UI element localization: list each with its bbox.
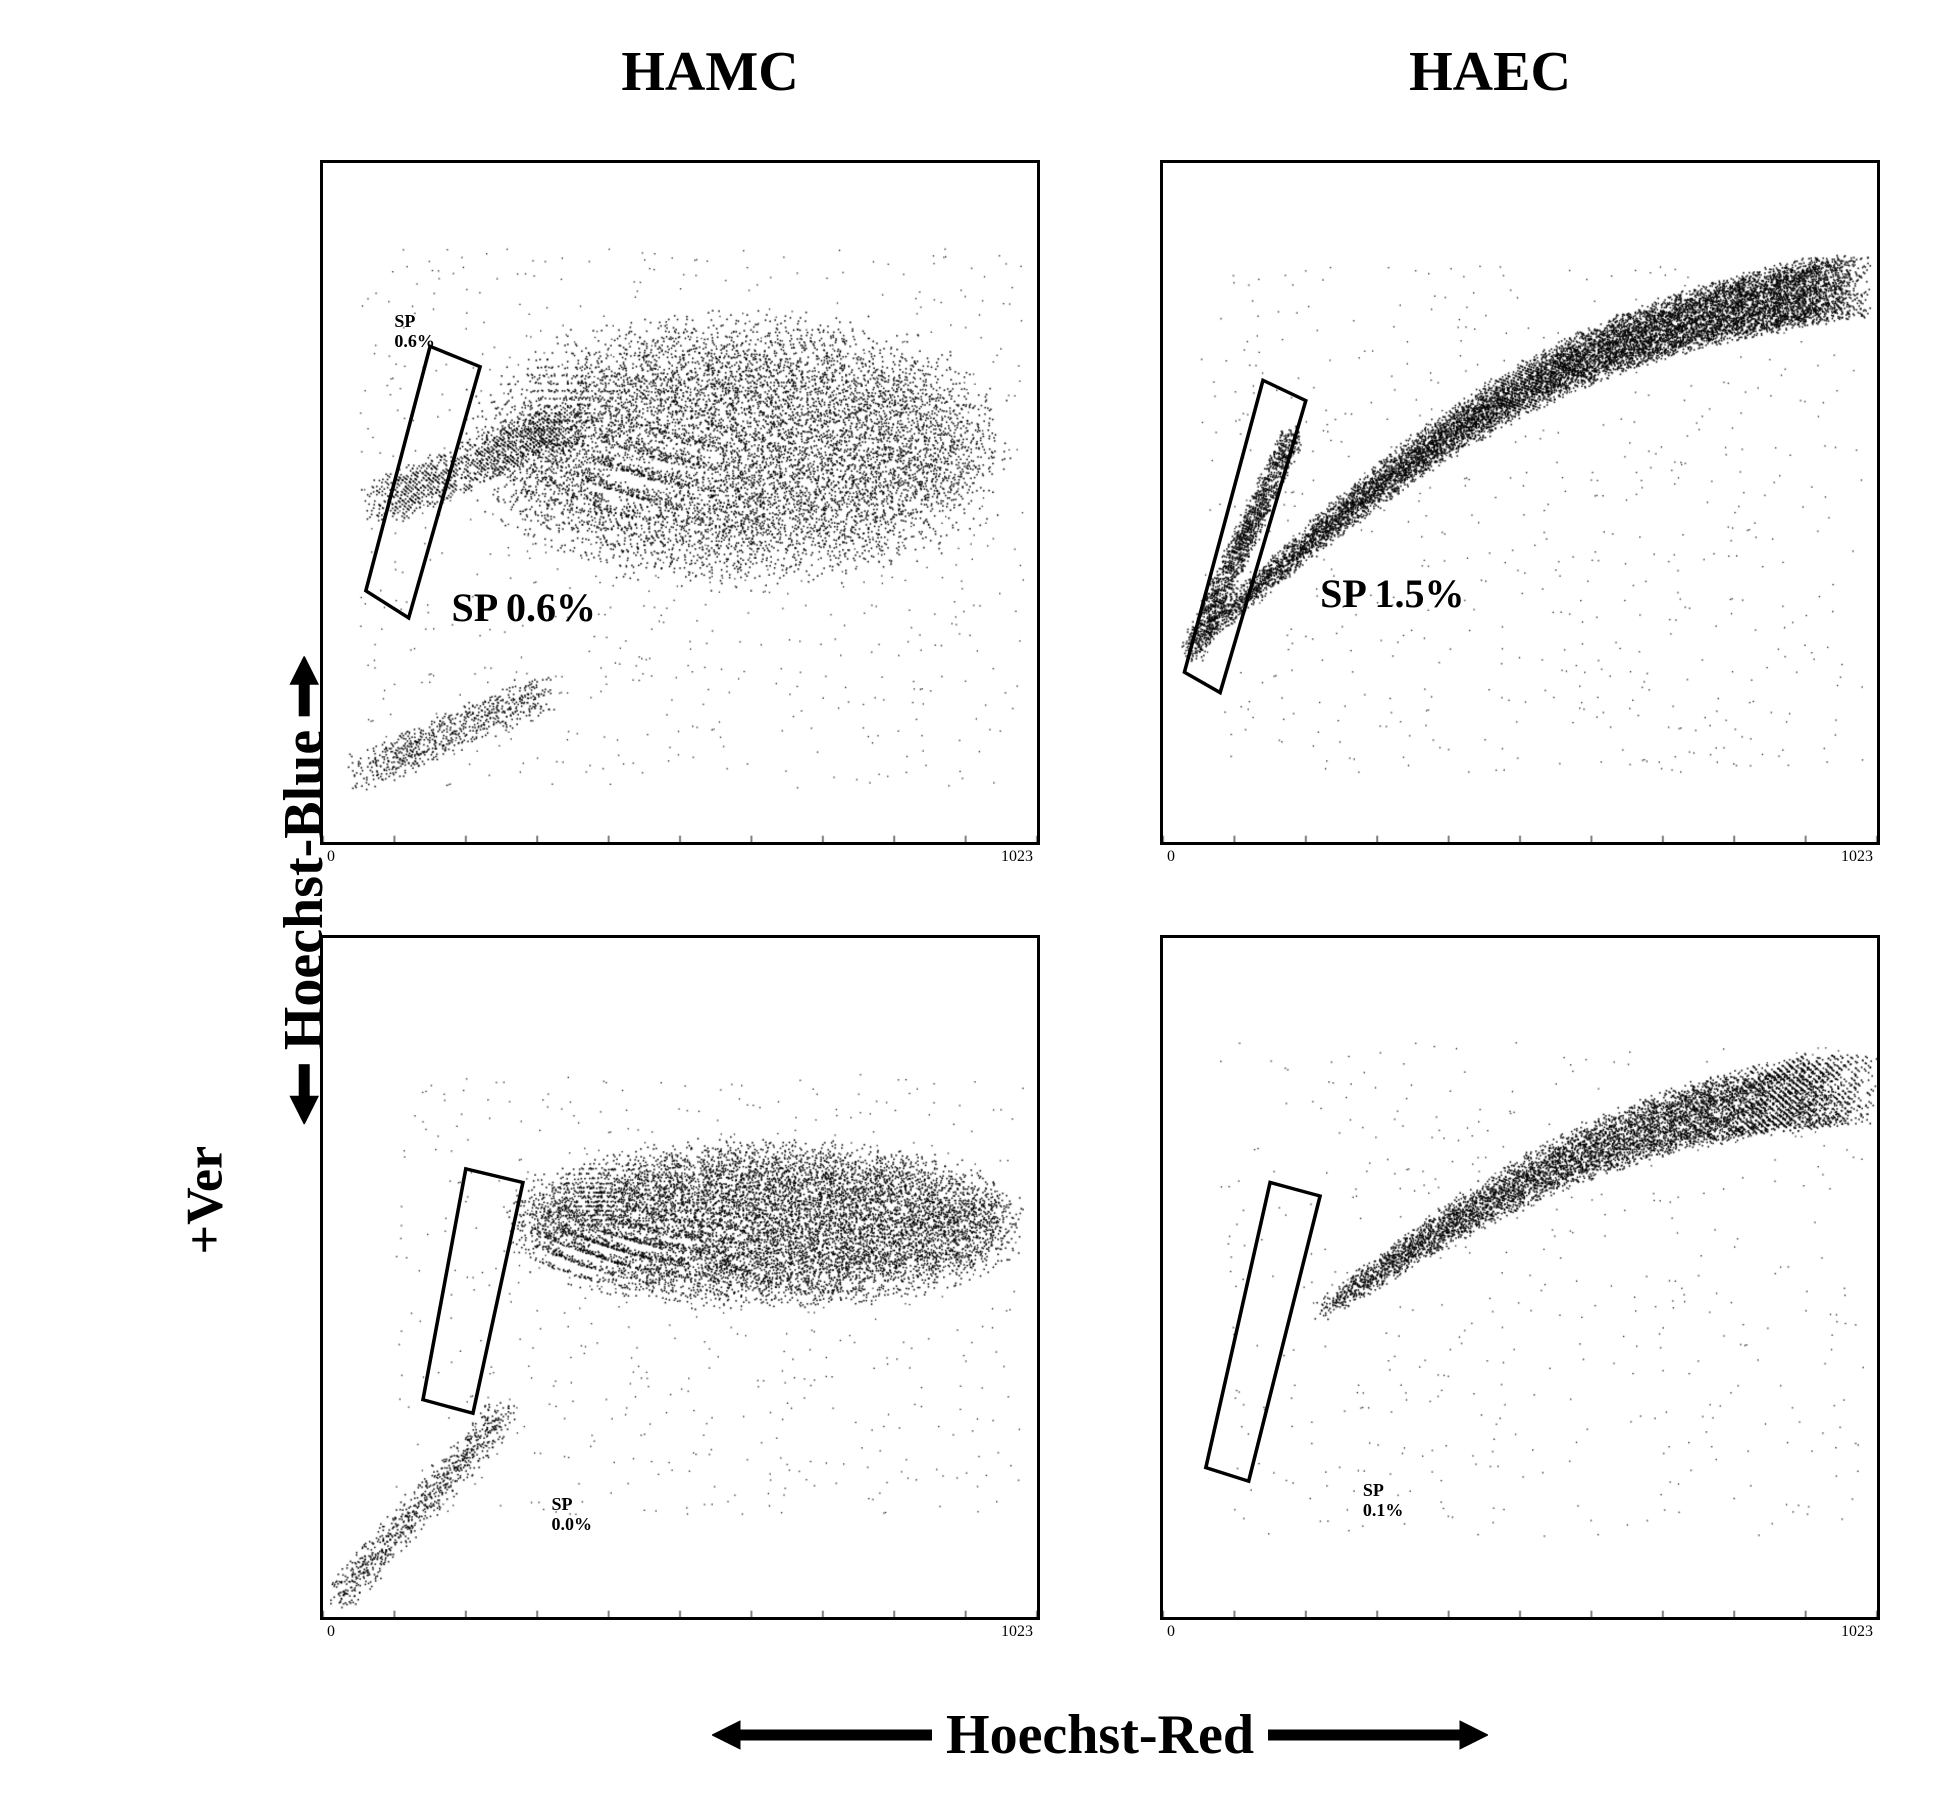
arrow-right-icon [1268,1717,1488,1753]
x-axis-label: Hoechst-Red [320,1690,1880,1780]
panel-haec-ver: SP0.1% 0 1023 [1160,935,1880,1620]
scatter-canvas [323,163,1037,842]
col-header-haec: HAEC [1100,40,1880,140]
panel-hamc-ver: SP0.0% 0 1023 [320,935,1040,1620]
scatter-canvas [1163,163,1877,842]
tick-max: 1023 [1841,848,1873,866]
tick-min: 0 [1167,1623,1175,1641]
row-label-ver: +Ver [176,1165,235,1255]
arrow-left-icon [286,1064,322,1124]
panel-haec-top: SP 1.5% 0 1023 [1160,160,1880,845]
panel-hamc-top: SP0.6% SP 0.6% 0 1023 [320,160,1040,845]
sp-big-label: SP 0.6% [452,584,596,631]
scatter-canvas [1163,938,1877,1617]
scatter-canvas [323,938,1037,1617]
sp-small-label: SP0.0% [551,1495,592,1535]
col-header-hamc: HAMC [320,40,1100,140]
panel-grid: SP0.6% SP 0.6% 0 1023 SP 1.5% 0 1023 SP0… [320,160,1880,1620]
sp-big-label: SP 1.5% [1320,570,1464,617]
tick-max: 1023 [1841,1623,1873,1641]
y-axis-region: Hoechst-Blue [40,160,130,1620]
column-headers: HAMC HAEC [320,40,1880,140]
tick-min: 0 [327,848,335,866]
sp-small-label: SP0.1% [1363,1481,1404,1521]
arrow-right-icon [286,656,322,716]
tick-max: 1023 [1001,848,1033,866]
tick-min: 0 [327,1623,335,1641]
tick-max: 1023 [1001,1623,1033,1641]
sp-small-label: SP0.6% [394,312,435,352]
flow-cytometry-figure: HAMC HAEC Hoechst-Blue +Ver SP0.6% SP 0.… [40,40,1900,1780]
tick-min: 0 [1167,848,1175,866]
arrow-left-icon [712,1717,932,1753]
x-axis-text: Hoechst-Red [946,1703,1254,1767]
